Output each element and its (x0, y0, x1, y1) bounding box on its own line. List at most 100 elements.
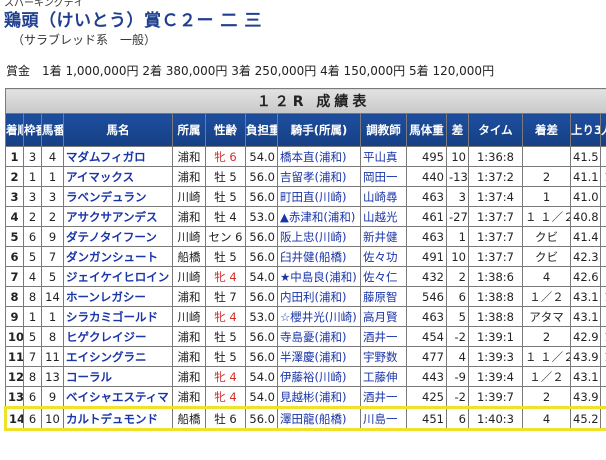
cell-jockey[interactable]: 橋本直(浦和) (277, 146, 361, 167)
cell-uma: 5 (41, 266, 64, 287)
cell-waku: 2 (23, 206, 42, 227)
cell-jockey[interactable]: 見越彬(浦和) (277, 386, 361, 408)
cell-horse[interactable]: ダテノタイフーン (63, 226, 173, 247)
cell-jockey[interactable]: ☆櫻井光(川崎) (277, 306, 361, 327)
cell-sexage: 牡 4 (205, 206, 246, 227)
cell-jockey[interactable]: 寺島憂(浦和) (277, 326, 361, 347)
cell-time: 1:39:7 (468, 386, 523, 408)
cell-trainer[interactable]: 佐々仁 (360, 266, 407, 287)
cell-jockey[interactable]: 半澤慶(浦和) (277, 346, 361, 367)
cell-waku: 6 (23, 226, 42, 247)
cell-sexage: 牝 6 (205, 146, 246, 167)
cell-time: 1:38:8 (468, 286, 523, 307)
cell-time: 1:39:1 (468, 326, 523, 347)
cell-uma: 2 (41, 206, 64, 227)
cell-waku: 4 (23, 266, 42, 287)
cell-sexage: 牡 7 (205, 286, 246, 307)
cell-jockey[interactable]: ▲赤津和(浦和) (277, 206, 361, 227)
cell-weight: 56.0 (245, 186, 278, 207)
table-caption: １２R 成績表 (4, 88, 606, 114)
cell-bw: 463 (406, 226, 447, 247)
cell-horse[interactable]: ホーンレガシー (63, 286, 173, 307)
cell-rank: 11 (5, 346, 24, 367)
col-header-weight: 負担重量 (245, 113, 278, 147)
cell-rank: 2 (5, 166, 24, 187)
cell-diff: 5 (446, 306, 469, 327)
cell-horse[interactable]: コーラル (63, 366, 173, 387)
cell-weight: 54.0 (245, 366, 278, 387)
table-body: 1 3 4 マダムフィガロ 浦和牝 6 54.0 橋本直(浦和) 平山真 495 10 1:36:8… (4, 146, 606, 431)
cell-waku: 8 (23, 286, 42, 307)
cell-margin: 2 (522, 326, 571, 347)
cell-trainer[interactable]: 平山真 (360, 146, 407, 167)
cell-belong: 船橋 (172, 406, 206, 431)
cell-uma: 1 (41, 306, 64, 327)
cell-jockey[interactable]: 阪上忠(川崎) (277, 226, 361, 247)
cell-time: 1:37:7 (468, 226, 523, 247)
cell-trainer[interactable]: 酒井一 (360, 326, 407, 347)
cell-horse[interactable]: アイマックス (63, 166, 173, 187)
cell-jockey[interactable]: 吉留孝(浦和) (277, 166, 361, 187)
cell-sexage: 牡 5 (205, 186, 246, 207)
cell-horse[interactable]: マダムフィガロ (63, 146, 173, 167)
cell-jockey[interactable]: 町田直(川崎) (277, 186, 361, 207)
cell-margin: １／２ (522, 366, 571, 387)
race-title: 鶏頭（けいとう）賞Ｃ２ー 二 三 (4, 11, 262, 31)
cell-sexage: 牡 5 (205, 326, 246, 347)
cell-jockey[interactable]: 伊藤裕(川崎) (277, 366, 361, 387)
cell-horse[interactable]: ヒゲクレイジー (63, 326, 173, 347)
cell-trainer[interactable]: 新井健 (360, 226, 407, 247)
cell-sexage: 牝 4 (205, 366, 246, 387)
cell-waku: 6 (23, 406, 42, 431)
cell-waku: 3 (23, 146, 42, 167)
cell-sexage: 牡 5 (205, 246, 246, 267)
cell-trainer[interactable]: 川島一 (360, 406, 407, 431)
cell-trainer[interactable]: 高月賢 (360, 306, 407, 327)
cell-trainer[interactable]: 山越光 (360, 206, 407, 227)
cell-jockey[interactable]: ★中島良(浦和) (277, 266, 361, 287)
cell-horse[interactable]: ダンガンシュート (63, 246, 173, 267)
cell-margin: １／２ (522, 286, 571, 307)
cell-trainer[interactable]: 工藤伸 (360, 366, 407, 387)
cell-time: 1:38:8 (468, 306, 523, 327)
cell-uma: 13 (41, 366, 64, 387)
cell-f3: 43.1 (570, 286, 601, 307)
cell-weight: 56.0 (245, 246, 278, 267)
cell-trainer[interactable]: 酒井一 (360, 386, 407, 408)
cell-horse[interactable]: ベイシャエスティマ (63, 386, 173, 408)
cell-horse[interactable]: カルトデュモンド (63, 406, 173, 431)
cell-time: 1:38:6 (468, 266, 523, 287)
cell-jockey[interactable]: 内田利(浦和) (277, 286, 361, 307)
cell-pop: 3 (599, 226, 606, 247)
cell-bw: 491 (406, 246, 447, 267)
col-header-uma: 馬番 (41, 113, 64, 147)
cell-horse[interactable]: ラベンデュラン (63, 186, 173, 207)
cell-jockey[interactable]: 臼井健(船橋) (277, 246, 361, 267)
cell-trainer[interactable]: 宇野数 (360, 346, 407, 367)
cell-belong: 浦和 (172, 326, 206, 347)
cell-trainer[interactable]: 佐々功 (360, 246, 407, 267)
cell-waku: 1 (23, 306, 42, 327)
cell-horse[interactable]: エイシングラニ (63, 346, 173, 367)
cell-diff: 3 (446, 186, 469, 207)
cell-waku: 8 (23, 366, 42, 387)
cell-horse[interactable]: アサクサアンデス (63, 206, 173, 227)
cell-pop: 8 (599, 366, 606, 387)
cell-jockey[interactable]: 澤田龍(船橋) (277, 406, 361, 431)
cell-margin: クビ (522, 226, 571, 247)
cell-margin: 4 (522, 266, 571, 287)
cell-horse[interactable]: シラカミゴールド (63, 306, 173, 327)
cell-pop: 9 (599, 206, 606, 227)
cell-time: 1:39:4 (468, 366, 523, 387)
cell-horse[interactable]: ジェイケイヒロイン (63, 266, 173, 287)
table-row: 1 3 4 マダムフィガロ 浦和牝 6 54.0 橋本直(浦和) 平山真 495 10 1:36:8… (5, 146, 606, 167)
cell-f3: 41.0 (570, 186, 601, 207)
col-header-pop: 人気 (599, 113, 606, 147)
cell-rank: 10 (5, 326, 24, 347)
cell-trainer[interactable]: 藤原智 (360, 286, 407, 307)
cell-trainer[interactable]: 岡田一 (360, 166, 407, 187)
col-header-bw: 馬体重 (406, 113, 447, 147)
cell-trainer[interactable]: 山崎尋 (360, 186, 407, 207)
cell-belong: 浦和 (172, 366, 206, 387)
cell-rank: 6 (5, 246, 24, 267)
